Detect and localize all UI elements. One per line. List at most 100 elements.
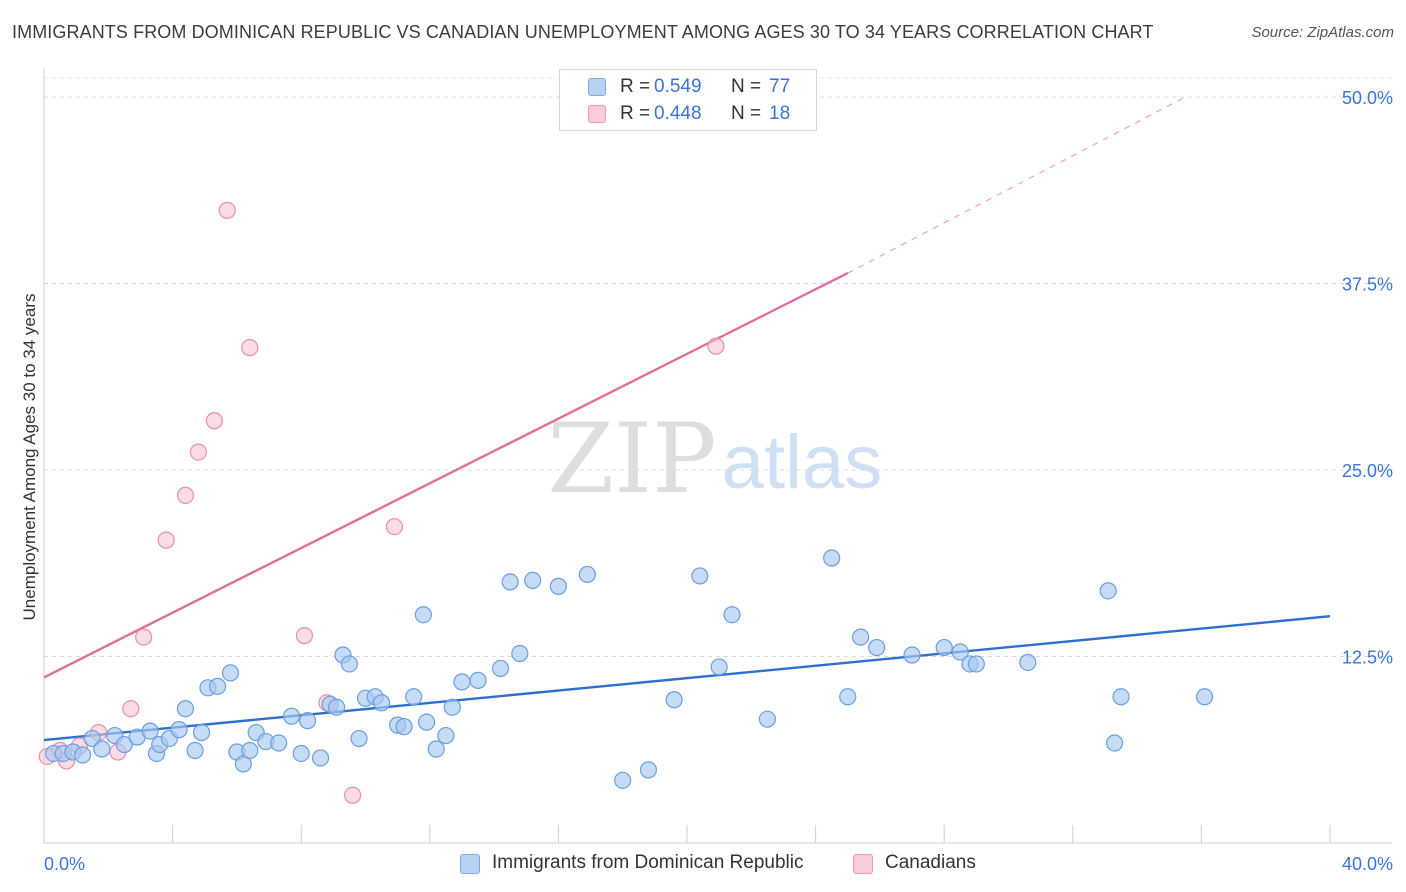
data-point-immigrants — [691, 567, 709, 585]
data-point-canadians — [707, 337, 725, 355]
data-point-immigrants — [405, 688, 423, 706]
data-point-immigrants — [311, 749, 330, 767]
data-point-immigrants — [414, 606, 432, 624]
data-point-immigrants — [1112, 688, 1130, 706]
trend-line-immigrants — [43, 615, 1331, 742]
data-point-immigrants — [340, 655, 359, 673]
data-point-immigrants — [327, 698, 346, 716]
legend-swatch-blue — [588, 78, 606, 96]
data-point-immigrants — [852, 628, 870, 646]
axes — [43, 68, 1392, 844]
data-point-immigrants — [292, 744, 310, 763]
data-point-immigrants — [453, 673, 471, 691]
data-point-immigrants — [511, 644, 529, 663]
data-point-immigrants — [469, 671, 487, 689]
data-point-canadians — [385, 518, 404, 536]
data-point-canadians — [157, 531, 175, 549]
scatter-points — [38, 201, 1214, 804]
data-point-immigrants — [282, 707, 301, 725]
data-point-immigrants — [427, 740, 445, 758]
y-tick-label: 50.0% — [1342, 88, 1393, 108]
legend-swatch-pink — [588, 105, 606, 123]
data-point-immigrants — [350, 729, 368, 748]
y-axis-label: Unemployment Among Ages 30 to 34 years — [20, 293, 39, 621]
data-point-immigrants — [524, 571, 542, 590]
data-point-immigrants — [221, 664, 240, 682]
legend-label: Canadians — [885, 852, 976, 873]
data-point-immigrants — [665, 691, 683, 709]
data-point-immigrants — [417, 713, 436, 731]
data-point-immigrants — [93, 740, 111, 758]
trend-line-canadians-extension — [847, 96, 1186, 274]
data-point-immigrants — [270, 734, 288, 752]
n-value: 77 — [769, 76, 791, 97]
data-point-immigrants — [868, 638, 886, 657]
source-note: Source: ZipAtlas.com — [1251, 24, 1394, 41]
data-point-canadians — [241, 339, 259, 357]
legend-swatch-pink — [853, 854, 873, 874]
data-point-canadians — [295, 627, 314, 645]
data-point-canadians — [189, 443, 207, 461]
data-point-immigrants — [1019, 653, 1037, 672]
data-point-immigrants — [823, 549, 841, 567]
data-point-immigrants — [299, 712, 317, 730]
data-point-immigrants — [758, 710, 776, 728]
data-point-canadians — [205, 412, 223, 430]
watermark-atlas: atlas — [722, 420, 883, 505]
data-point-immigrants — [951, 643, 969, 661]
tick-labels: 12.5% 25.0% 37.5% 50.0% 0.0% 40.0% — [44, 88, 1393, 874]
data-point-immigrants — [614, 771, 632, 789]
watermark-zip: ZIP — [547, 403, 716, 515]
legend-swatch-blue — [460, 854, 480, 874]
data-point-canadians — [122, 700, 140, 718]
data-point-immigrants — [639, 761, 658, 779]
data-point-immigrants — [437, 726, 455, 745]
chart-title: IMMIGRANTS FROM DOMINICAN REPUBLIC VS CA… — [12, 22, 1154, 42]
data-point-canadians — [176, 486, 195, 504]
data-point-immigrants — [192, 723, 211, 742]
data-point-immigrants — [1196, 688, 1214, 706]
n-label: N = — [731, 76, 762, 97]
data-point-immigrants — [241, 741, 259, 760]
r-label: R = — [620, 76, 651, 97]
data-point-immigrants — [209, 677, 227, 695]
y-tick-label: 37.5% — [1342, 275, 1393, 295]
y-tick-label: 12.5% — [1342, 648, 1393, 668]
data-point-immigrants — [501, 573, 519, 591]
x-tick-label: 40.0% — [1342, 854, 1393, 874]
data-point-immigrants — [186, 741, 204, 760]
correlation-legend: R = 0.549 N = 77 R = 0.448 N = 18 — [559, 69, 817, 131]
x-tick-label: 0.0% — [44, 854, 85, 874]
data-point-immigrants — [115, 735, 133, 754]
n-value: 18 — [769, 103, 791, 124]
data-point-immigrants — [578, 565, 596, 584]
data-point-immigrants — [710, 658, 728, 676]
data-point-canadians — [135, 628, 153, 646]
data-point-immigrants — [723, 606, 741, 624]
n-label: N = — [731, 103, 762, 124]
r-value: 0.448 — [654, 103, 702, 124]
grid-lines — [44, 77, 1392, 657]
data-point-immigrants — [73, 746, 92, 764]
data-point-immigrants — [170, 721, 188, 739]
data-point-immigrants — [935, 638, 953, 657]
data-point-canadians — [344, 786, 362, 804]
data-point-immigrants — [903, 646, 921, 664]
legend-label: Immigrants from Dominican Republic — [492, 852, 804, 873]
data-point-immigrants — [967, 655, 985, 673]
data-point-canadians — [218, 201, 236, 219]
data-point-immigrants — [839, 688, 857, 706]
data-point-immigrants — [372, 694, 391, 712]
data-point-immigrants — [141, 722, 159, 740]
data-point-immigrants — [549, 577, 568, 595]
y-tick-label: 25.0% — [1342, 461, 1393, 481]
data-point-immigrants — [491, 659, 510, 678]
r-label: R = — [620, 103, 651, 124]
data-point-immigrants — [176, 700, 195, 718]
data-point-immigrants — [1099, 582, 1117, 600]
data-point-immigrants — [443, 698, 461, 716]
data-point-immigrants — [395, 718, 413, 736]
r-value: 0.549 — [654, 76, 702, 97]
data-point-immigrants — [1105, 734, 1124, 752]
